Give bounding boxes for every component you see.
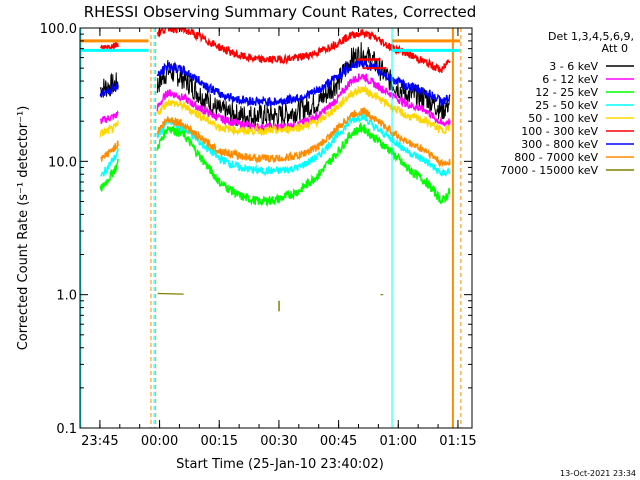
legend-label-25-50-kev: 25 - 50 keV <box>535 99 598 112</box>
series-800-7000-kev-line-1 <box>156 106 451 168</box>
legend-label-12-25-kev: 12 - 25 keV <box>535 86 598 99</box>
plot-frame <box>79 27 473 429</box>
series-300-800-kev-line-1 <box>156 58 451 107</box>
x-tick-label: 00:00 <box>141 434 178 449</box>
legend-label-3-6-kev: 3 - 6 keV <box>549 60 598 73</box>
x-axis-label: Start Time (25-Jan-10 23:40:02) <box>176 457 384 472</box>
series-50-100-kev-line-0 <box>99 120 119 138</box>
y-tick-label: 10.0 <box>48 155 77 170</box>
y-tick-label: 100.0 <box>40 22 77 37</box>
x-tick-label: 23:45 <box>81 434 118 449</box>
series-25-50-kev-line-1 <box>156 112 451 177</box>
legend-label-300-800-kev: 300 - 800 keV <box>521 138 598 151</box>
legend-header-1: Det 1,3,4,5,6,9, <box>548 30 634 43</box>
series-25-50-kev-line-0 <box>100 148 119 177</box>
x-tick-label: 00:15 <box>201 434 238 449</box>
series-100-300-kev-line-1 <box>156 28 451 74</box>
x-tick-label: 00:45 <box>320 434 357 449</box>
y-axis-label: Corrected Count Rate (s⁻¹ detector⁻¹) <box>16 106 31 351</box>
series-12-25-kev-line-0 <box>99 158 119 192</box>
series-800-7000-kev-line-0 <box>100 140 119 162</box>
chart-title: RHESSI Observing Summary Count Rates, Co… <box>84 3 477 21</box>
legend-label-6-12-kev: 6 - 12 keV <box>542 73 598 86</box>
series-50-100-kev-line-1 <box>156 84 451 137</box>
series-7000-15000-kev-line <box>157 292 184 295</box>
legend-label-100-300-kev: 100 - 300 keV <box>521 125 598 138</box>
series-300-800-kev-line-0 <box>99 82 119 98</box>
x-tick-label: 01:00 <box>380 434 417 449</box>
legend-header-2: Att 0 <box>602 42 628 55</box>
series-6-12-kev-line-1 <box>156 73 451 133</box>
y-tick-label: 0.1 <box>56 422 77 437</box>
x-tick-label: 00:30 <box>260 434 297 449</box>
legend-label-50-100-kev: 50 - 100 keV <box>528 112 598 125</box>
series-12-25-kev-line-1 <box>156 121 451 207</box>
date-stamp: 13-Oct-2021 23:34 <box>560 469 636 478</box>
series-3-6-kev-line-1 <box>156 42 451 129</box>
series-100-300-kev-line-0 <box>99 40 119 52</box>
legend-label-7000-15000-kev: 7000 - 15000 keV <box>500 164 598 177</box>
legend-label-800-7000-kev: 800 - 7000 keV <box>514 151 598 164</box>
series-6-12-kev-line-0 <box>99 110 119 124</box>
y-tick-label: 1.0 <box>56 289 77 304</box>
x-tick-label: 01:15 <box>439 434 476 449</box>
